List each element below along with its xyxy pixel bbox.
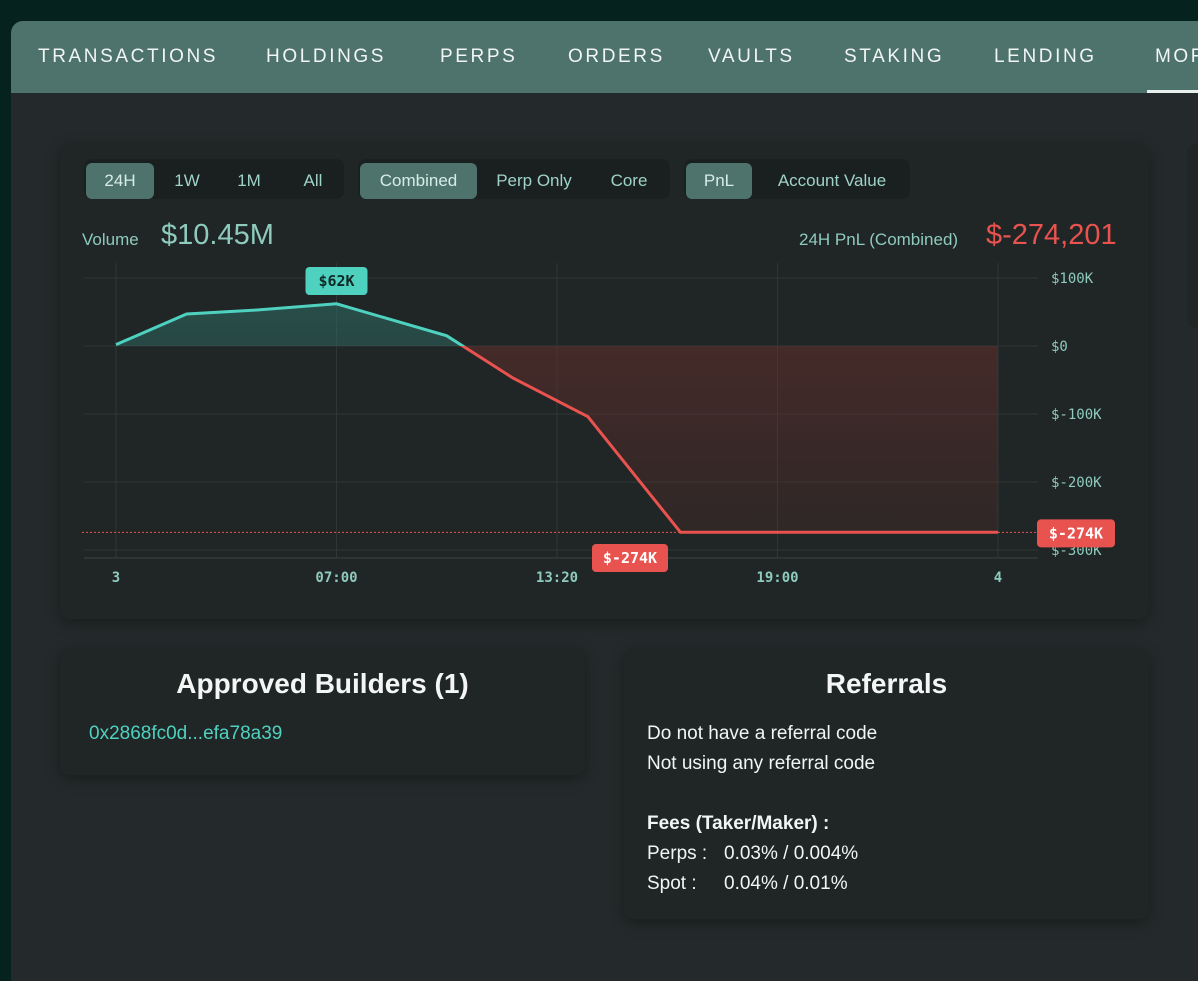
spot-fee-label: Spot : — [647, 873, 697, 894]
pnl-chart-card: 24H 1W 1M All Combined Perp Only Core Pn… — [60, 143, 1149, 619]
volume-label: Volume — [82, 230, 139, 249]
svg-text:$62K: $62K — [318, 272, 354, 290]
y-tick-label: $-100K — [1051, 407, 1102, 423]
low-value-tag: $-274K — [592, 544, 668, 572]
tab-orders[interactable]: ORDERS — [568, 46, 665, 67]
range-1m-button[interactable]: 1M — [237, 171, 261, 190]
tab-holdings[interactable]: HOLDINGS — [266, 46, 387, 67]
perps-fee-label: Perps : — [647, 843, 708, 864]
tab-staking[interactable]: STAKING — [844, 46, 945, 67]
x-tick-label: 19:00 — [756, 570, 798, 586]
scope-selector: Combined Perp Only Core — [358, 159, 670, 199]
referral-usage-status: Not using any referral code — [647, 753, 876, 774]
pnl-line-negative — [459, 346, 998, 534]
x-tick-label: 4 — [994, 570, 1002, 586]
current-value-tag: $-274K — [1037, 519, 1115, 548]
scope-combined-button[interactable]: Combined — [360, 163, 477, 199]
metric-selector: PnL Account Value — [684, 159, 910, 199]
approved-builders-title: Approved Builders (1) — [176, 668, 469, 699]
pnl-line-positive — [115, 302, 466, 346]
pnl-value: $-274,201 — [986, 219, 1117, 251]
tab-perps[interactable]: PERPS — [440, 46, 518, 67]
y-tick-label: $-200K — [1051, 475, 1102, 491]
spot-fee-value: 0.04% / 0.01% — [724, 873, 848, 894]
negative-area — [116, 346, 998, 533]
range-24h-button[interactable]: 24H — [86, 163, 154, 199]
positive-area — [116, 303, 998, 346]
peak-value-tag: $62K — [305, 267, 368, 295]
tab-vaults[interactable]: VAULTS — [708, 46, 795, 67]
range-selector: 24H 1W 1M All — [84, 159, 344, 199]
range-1w-button[interactable]: 1W — [174, 171, 200, 190]
pnl-chart: $100K$0$-100K$-200K$-300K 3 07:00 13:20 19:… — [82, 263, 1115, 586]
builder-address-link[interactable]: 0x2868fc0d...efa78a39 — [89, 723, 283, 744]
metric-pnl-button[interactable]: PnL — [686, 163, 752, 199]
tab-lending[interactable]: LENDING — [994, 46, 1097, 67]
pnl-label: 24H PnL (Combined) — [799, 230, 959, 249]
y-tick-label: $0 — [1051, 339, 1068, 355]
tab-more[interactable]: MOR — [1146, 21, 1198, 93]
fees-title: Fees (Taker/Maker) : — [647, 813, 830, 834]
scope-core-button[interactable]: Core — [610, 171, 648, 190]
approved-builders-card: Approved Builders (1) 0x2868fc0d...efa78… — [60, 648, 585, 775]
svg-text:$-274K: $-274K — [1049, 524, 1103, 542]
side-card-edge — [1187, 143, 1198, 328]
y-tick-label: $100K — [1051, 271, 1094, 287]
perps-fee-value: 0.03% / 0.004% — [724, 843, 859, 864]
referrals-title: Referrals — [825, 668, 948, 699]
metric-account-value-button[interactable]: Account Value — [777, 171, 887, 190]
tab-transactions[interactable]: TRANSACTIONS — [38, 46, 219, 67]
x-tick-label: 3 — [112, 570, 120, 586]
x-tick-label: 13:20 — [536, 570, 578, 586]
referrals-card: Referrals Do not have a referral code No… — [624, 648, 1149, 919]
volume-value: $10.45M — [161, 219, 274, 251]
tab-bar: TRANSACTIONS HOLDINGS PERPS ORDERS VAULT… — [11, 21, 1198, 93]
x-tick-label: 07:00 — [315, 570, 357, 586]
referral-code-status: Do not have a referral code — [647, 723, 878, 744]
svg-text:$-274K: $-274K — [603, 549, 657, 567]
range-all-button[interactable]: All — [303, 171, 323, 190]
scope-perp-only-button[interactable]: Perp Only — [496, 171, 572, 190]
